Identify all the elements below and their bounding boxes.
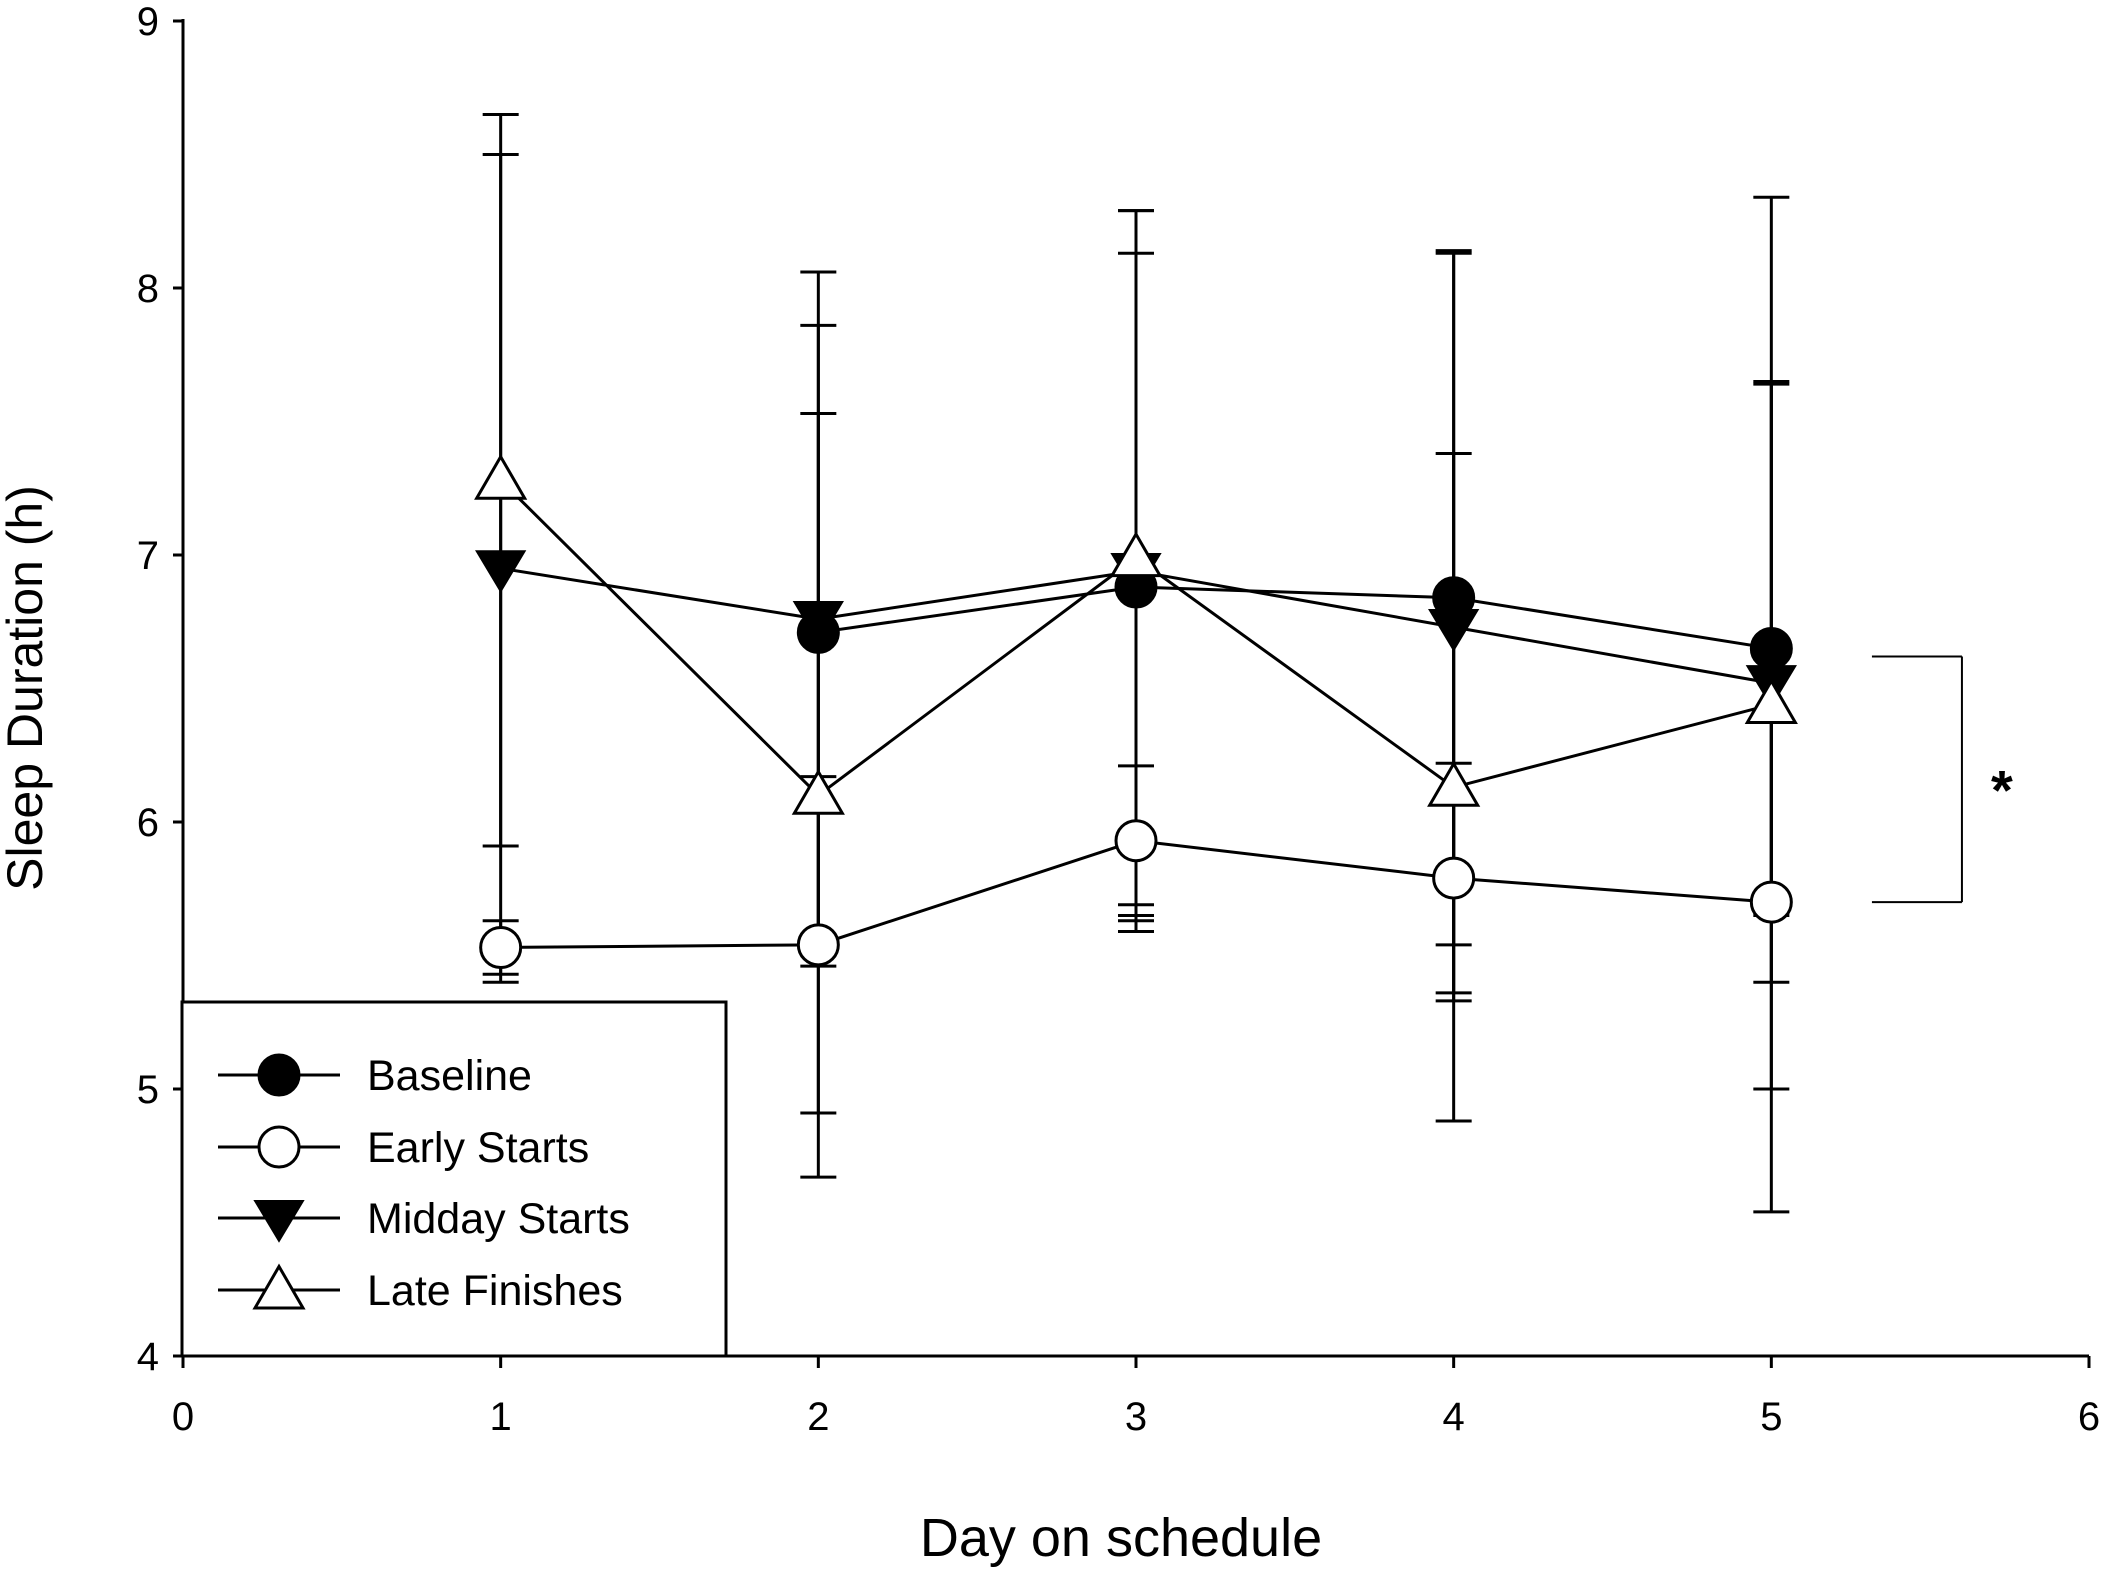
data-point-late-finishes <box>791 768 845 815</box>
data-point-early-starts <box>479 925 523 969</box>
legend-marker-baseline <box>257 1053 301 1097</box>
axes: 4 5 6 7 8 9 0 1 2 3 4 5 6 <box>137 0 2100 1439</box>
legend: Baseline Early Starts Midday Starts Late Fi… <box>180 1000 728 1358</box>
x-tick-label: 3 <box>1125 1395 1147 1439</box>
legend-label-midday-starts: Midday Starts <box>367 1195 630 1243</box>
y-tick-label: 9 <box>137 0 159 44</box>
x-tick-label: 1 <box>490 1395 512 1439</box>
legend-marker-midday-starts <box>253 1199 305 1243</box>
data-point-late-finishes <box>474 453 528 500</box>
data-point-early-starts <box>796 923 840 967</box>
y-axis-title: Sleep Duration (h) <box>0 485 53 891</box>
data-point-midday-starts <box>792 601 844 644</box>
data-point-early-starts <box>1432 856 1476 900</box>
series-line-baseline <box>818 585 1772 650</box>
data-point-early-starts <box>1114 819 1158 863</box>
data-point-late-finishes <box>1109 531 1163 578</box>
legend-label-early-starts: Early Starts <box>367 1124 589 1172</box>
data-point-midday-starts <box>475 550 527 594</box>
legend-label-late-finishes: Late Finishes <box>367 1267 623 1315</box>
y-tick-label: 5 <box>137 1068 159 1112</box>
legend-marker-early-starts <box>257 1125 301 1169</box>
data-point-late-finishes <box>1427 760 1481 807</box>
x-tick-label: 2 <box>807 1395 829 1439</box>
x-tick-label: 0 <box>172 1395 194 1439</box>
data-point-midday-starts <box>1428 609 1480 652</box>
legend-marker-late-finishes <box>252 1263 306 1310</box>
y-tick-label: 4 <box>137 1335 159 1379</box>
y-tick-label: 8 <box>137 267 159 311</box>
y-tick-label: 6 <box>137 801 159 845</box>
significance-star: * <box>1991 758 2013 821</box>
data-point-late-finishes <box>1744 678 1798 725</box>
x-tick-label: 5 <box>1760 1395 1782 1439</box>
significance-bracket: * <box>1871 655 2013 904</box>
x-axis-title: Day on schedule <box>920 1508 1322 1568</box>
data-point-baseline <box>1749 626 1793 670</box>
y-tick-label: 7 <box>137 534 159 578</box>
x-tick-label: 4 <box>1443 1395 1465 1439</box>
x-tick-label: 6 <box>2078 1395 2100 1439</box>
series-markers <box>474 453 1798 969</box>
legend-label-baseline: Baseline <box>367 1052 532 1100</box>
data-point-early-starts <box>1749 880 1793 924</box>
